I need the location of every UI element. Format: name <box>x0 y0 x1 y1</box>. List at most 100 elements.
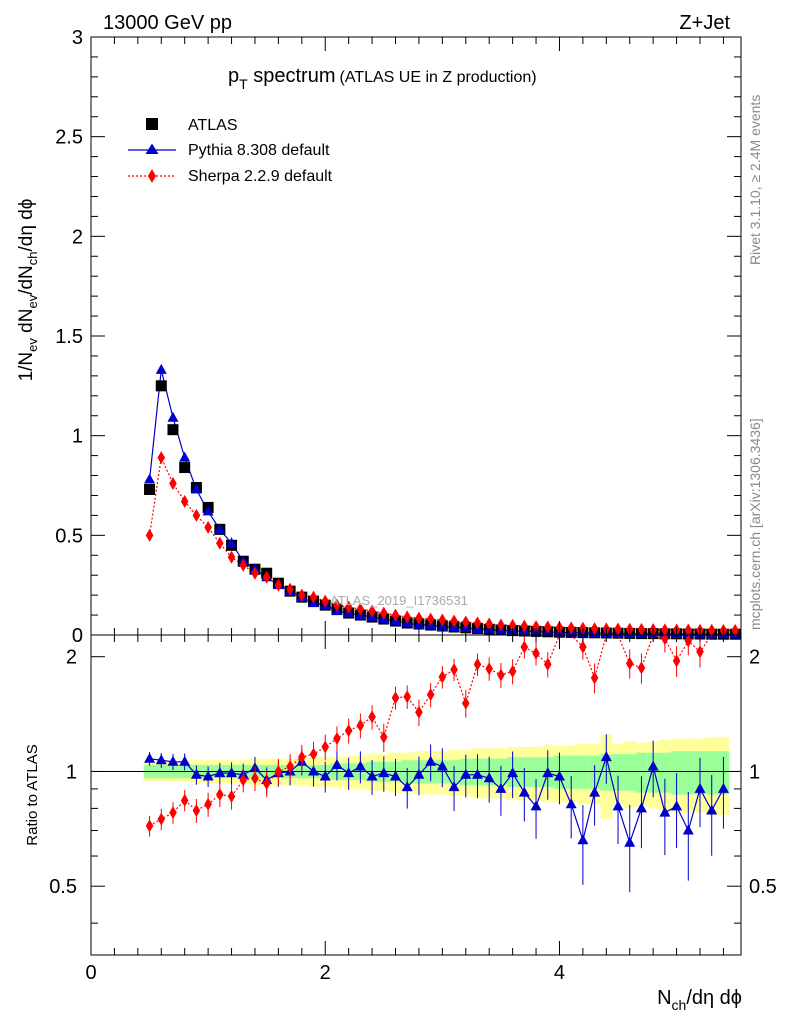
upper-point-sherpa <box>391 608 400 622</box>
upper-point-sherpa <box>731 623 739 637</box>
ratio-point-sherpa <box>251 771 259 785</box>
upper-point-sherpa <box>145 528 154 542</box>
ratio-point-sherpa <box>239 773 248 787</box>
upper-point-sherpa <box>262 570 271 584</box>
ratio-point-pythia <box>483 772 495 783</box>
ratio-band-inner <box>659 752 671 793</box>
ratio-point-sherpa <box>450 663 458 677</box>
x-axis-label: Nch/dη dϕ <box>657 987 742 1013</box>
ratio-point-sherpa <box>415 705 423 719</box>
upper-point-sherpa <box>543 620 552 634</box>
upper-point-sherpa <box>204 520 212 534</box>
upper-y-axis-label: 1/Nev dNev/dNch/dη dϕ <box>16 199 40 382</box>
upper-point-sherpa <box>169 477 177 491</box>
ratio-point-pythia <box>471 768 483 779</box>
ratio-point-sherpa <box>298 750 306 764</box>
upper-point-sherpa <box>333 598 341 612</box>
ratio-point-sherpa <box>274 764 283 778</box>
upper-point-sherpa <box>251 566 259 580</box>
upper-y-tick-label: 2.5 <box>55 127 83 149</box>
header-right: Z+Jet <box>679 12 730 34</box>
ratio-point-pythia <box>460 768 472 779</box>
ratio-point-sherpa <box>684 634 693 648</box>
upper-point-pythia <box>202 505 214 516</box>
ratio-point-sherpa <box>204 797 212 811</box>
ratio-point-sherpa <box>672 654 681 668</box>
ratio-point-pythia <box>179 755 191 766</box>
ratio-point-sherpa <box>157 812 166 826</box>
upper-point-atlas <box>144 483 156 495</box>
tick-labels: 00.511.522.530 2 40.5 0.51 12 2 <box>49 27 777 984</box>
ratio-point-sherpa <box>286 760 294 774</box>
upper-point-pythia <box>190 483 202 494</box>
ratio-point-pythia <box>378 767 390 778</box>
upper-point-sherpa <box>309 590 318 604</box>
lower-y-tick-label-right: 1 <box>749 761 760 783</box>
ratio-point-sherpa <box>696 645 704 659</box>
upper-point-sherpa <box>321 594 330 608</box>
upper-point-sherpa <box>180 494 189 508</box>
upper-point-sherpa <box>298 588 306 602</box>
ratio-point-sherpa <box>344 724 353 738</box>
upper-y-tick-label: 3 <box>72 27 83 49</box>
legend: ATLAS Pythia 8.308 default Sherpa 2.2.9 … <box>128 117 333 185</box>
ratio-point-pythia <box>717 782 729 793</box>
ratio-point-sherpa <box>216 788 224 802</box>
upper-point-pythia <box>144 473 156 484</box>
ratio-point-sherpa <box>497 668 505 682</box>
ratio-point-sherpa <box>309 747 318 761</box>
upper-y-tick-label: 0 <box>72 625 83 647</box>
ratio-point-pythia <box>331 758 343 769</box>
upper-point-pythia <box>226 537 238 548</box>
analysis-watermark: ATLAS_2019_I1736531 <box>330 593 468 608</box>
legend-label-pythia: Pythia 8.308 default <box>188 142 330 159</box>
ratio-band-inner <box>635 752 648 793</box>
ratio-point-pythia <box>226 767 238 778</box>
ratio-point-pythia <box>436 760 448 771</box>
upper-y-tick-label: 2 <box>72 226 83 248</box>
lower-series-layer <box>144 626 729 893</box>
x-tick-label: 4 <box>554 962 565 984</box>
upper-point-atlas <box>155 380 167 392</box>
ratio-point-sherpa <box>368 710 376 724</box>
legend-marker-atlas <box>146 118 158 130</box>
legend-label-atlas: ATLAS <box>188 117 238 134</box>
ratio-point-sherpa <box>227 789 236 803</box>
lower-y-axis-label: Ratio to ATLAS <box>24 744 41 845</box>
upper-point-sherpa <box>614 622 622 636</box>
upper-point-sherpa <box>239 558 248 572</box>
ratio-band-inner <box>530 757 542 788</box>
ratio-point-sherpa <box>403 690 412 704</box>
upper-point-pythia <box>167 411 179 422</box>
upper-y-tick-label: 1.5 <box>55 326 83 348</box>
ratio-point-sherpa <box>520 640 529 654</box>
upper-point-atlas <box>167 424 179 436</box>
upper-point-sherpa <box>403 610 412 624</box>
upper-point-sherpa <box>426 612 435 626</box>
upper-point-sherpa <box>637 622 646 636</box>
ratio-point-pythia <box>401 781 413 792</box>
ratio-point-sherpa <box>543 657 552 671</box>
upper-point-sherpa <box>415 611 423 625</box>
ratio-point-pythia <box>530 800 542 811</box>
upper-point-sherpa <box>590 622 599 636</box>
ratio-point-sherpa <box>379 730 388 744</box>
ratio-point-pythia <box>671 800 683 811</box>
upper-point-sherpa <box>157 451 166 465</box>
lower-frame <box>90 634 742 956</box>
ratio-point-sherpa <box>461 696 470 710</box>
ratio-point-pythia <box>354 760 366 771</box>
ratio-point-pythia <box>167 755 179 766</box>
ratio-point-pythia <box>319 770 331 781</box>
ratio-point-pythia <box>495 782 507 793</box>
ratio-point-pythia <box>390 770 402 781</box>
ratio-point-pythia <box>413 768 425 779</box>
ratio-point-sherpa <box>637 661 646 675</box>
ratio-point-pythia <box>577 834 589 845</box>
ratio-point-sherpa <box>438 670 447 684</box>
ratio-band-inner <box>612 754 624 791</box>
ratio-point-pythia <box>214 767 226 778</box>
upper-point-sherpa <box>707 623 716 637</box>
ratio-point-sherpa <box>625 656 634 670</box>
